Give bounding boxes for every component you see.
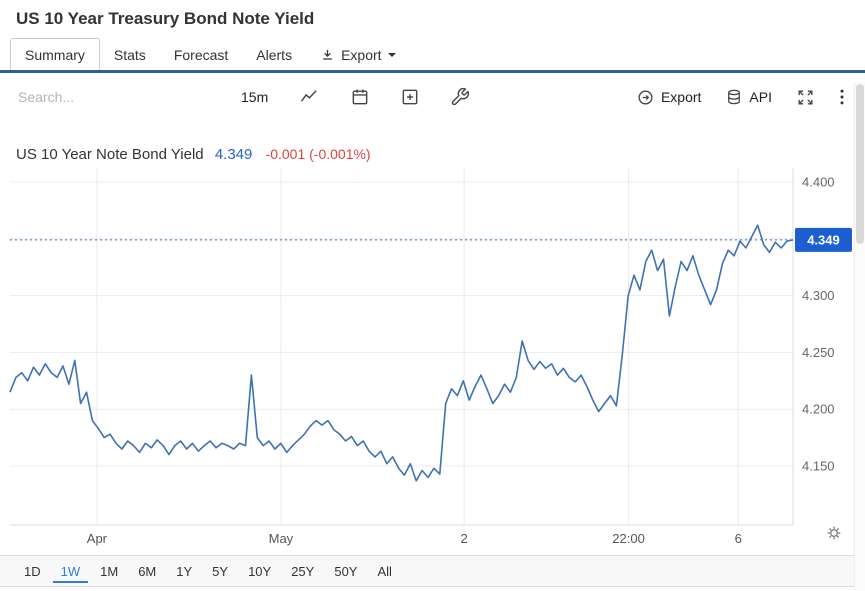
y-axis-label: 4.250 <box>802 345 835 360</box>
caret-down-icon <box>387 53 396 61</box>
last-price-tag <box>795 227 852 252</box>
interval-selector[interactable]: 15m <box>241 89 269 105</box>
export-button[interactable]: Export <box>636 88 701 107</box>
toolbar-chart-tools: 15m <box>241 87 470 107</box>
price-chart[interactable]: Apr May 2 22:00 6 4.400 4.300 4.250 4.200 4.150 4.… <box>0 130 865 552</box>
tab-export[interactable]: Export <box>306 39 409 70</box>
line-style-icon[interactable] <box>298 87 320 107</box>
timeframe-1m[interactable]: 1M <box>92 560 126 583</box>
api-button[interactable]: API <box>725 88 772 106</box>
timeframe-bar: 1D 1W 1M 6M 1Y 5Y 10Y 25Y 50Y All <box>0 555 865 587</box>
tab-alerts[interactable]: Alerts <box>242 39 306 70</box>
toolbar-right-tools: Export API <box>636 87 849 107</box>
fullscreen-icon[interactable] <box>796 88 815 107</box>
legend-last-value: 4.349 <box>214 146 253 163</box>
add-chart-icon[interactable] <box>400 87 420 107</box>
scrollbar-thumb[interactable] <box>856 84 864 244</box>
export-icon <box>636 88 655 107</box>
timeframe-10y[interactable]: 10Y <box>240 560 279 583</box>
search-input[interactable] <box>16 88 215 106</box>
api-button-label: API <box>749 89 772 105</box>
api-icon <box>725 88 743 106</box>
page-title: US 10 Year Treasury Bond Note Yield <box>16 9 315 28</box>
more-options-icon[interactable] <box>839 87 845 107</box>
timeframe-1d[interactable]: 1D <box>16 560 49 583</box>
y-axis-label: 4.200 <box>802 402 835 417</box>
price-line <box>9 224 794 482</box>
download-icon <box>320 48 335 63</box>
y-axis-label: 4.400 <box>802 175 835 190</box>
y-axis-label: 4.150 <box>802 459 835 474</box>
timeframe-1w[interactable]: 1W <box>52 560 89 583</box>
page-header: US 10 Year Treasury Bond Note Yield <box>0 0 865 33</box>
chart-legend: US 10 Year Note Bond Yield 4.349 -0.001 … <box>16 146 371 163</box>
y-axis-label: 4.300 <box>802 288 835 303</box>
settings-icon[interactable] <box>825 524 843 547</box>
timeframe-5y[interactable]: 5Y <box>204 560 236 583</box>
tab-stats[interactable]: Stats <box>100 39 160 70</box>
tab-forecast[interactable]: Forecast <box>160 39 242 70</box>
timeframe-all[interactable]: All <box>369 560 399 583</box>
tab-export-label: Export <box>341 47 382 63</box>
tab-summary-label: Summary <box>25 47 85 63</box>
timeframe-1y[interactable]: 1Y <box>168 560 200 583</box>
timeframe-25y[interactable]: 25Y <box>283 560 322 583</box>
timeframe-6m[interactable]: 6M <box>130 560 164 583</box>
x-axis-label: 22:00 <box>612 531 645 546</box>
legend-series-name: US 10 Year Note Bond Yield <box>16 146 204 163</box>
tab-stats-label: Stats <box>113 47 146 63</box>
x-axis-label: 2 <box>461 531 468 546</box>
timeframe-50y[interactable]: 50Y <box>326 560 365 583</box>
tab-summary[interactable]: Summary <box>10 38 100 70</box>
scrollbar[interactable] <box>854 82 865 591</box>
last-price-tag-value: 4.349 <box>807 232 840 247</box>
tools-icon[interactable] <box>450 87 470 107</box>
tab-forecast-label: Forecast <box>173 47 229 63</box>
x-axis-label: Apr <box>87 531 108 546</box>
chart-toolbar: 15m <box>0 73 865 121</box>
tab-alerts-label: Alerts <box>256 47 293 63</box>
legend-change: -0.001 (-0.001%) <box>265 146 371 162</box>
x-axis-label: May <box>269 531 294 546</box>
export-button-label: Export <box>660 89 702 105</box>
x-axis-label: 6 <box>735 531 742 546</box>
tab-bar: Summary Stats Forecast Alerts Export <box>0 33 865 73</box>
calendar-icon[interactable] <box>350 87 370 107</box>
